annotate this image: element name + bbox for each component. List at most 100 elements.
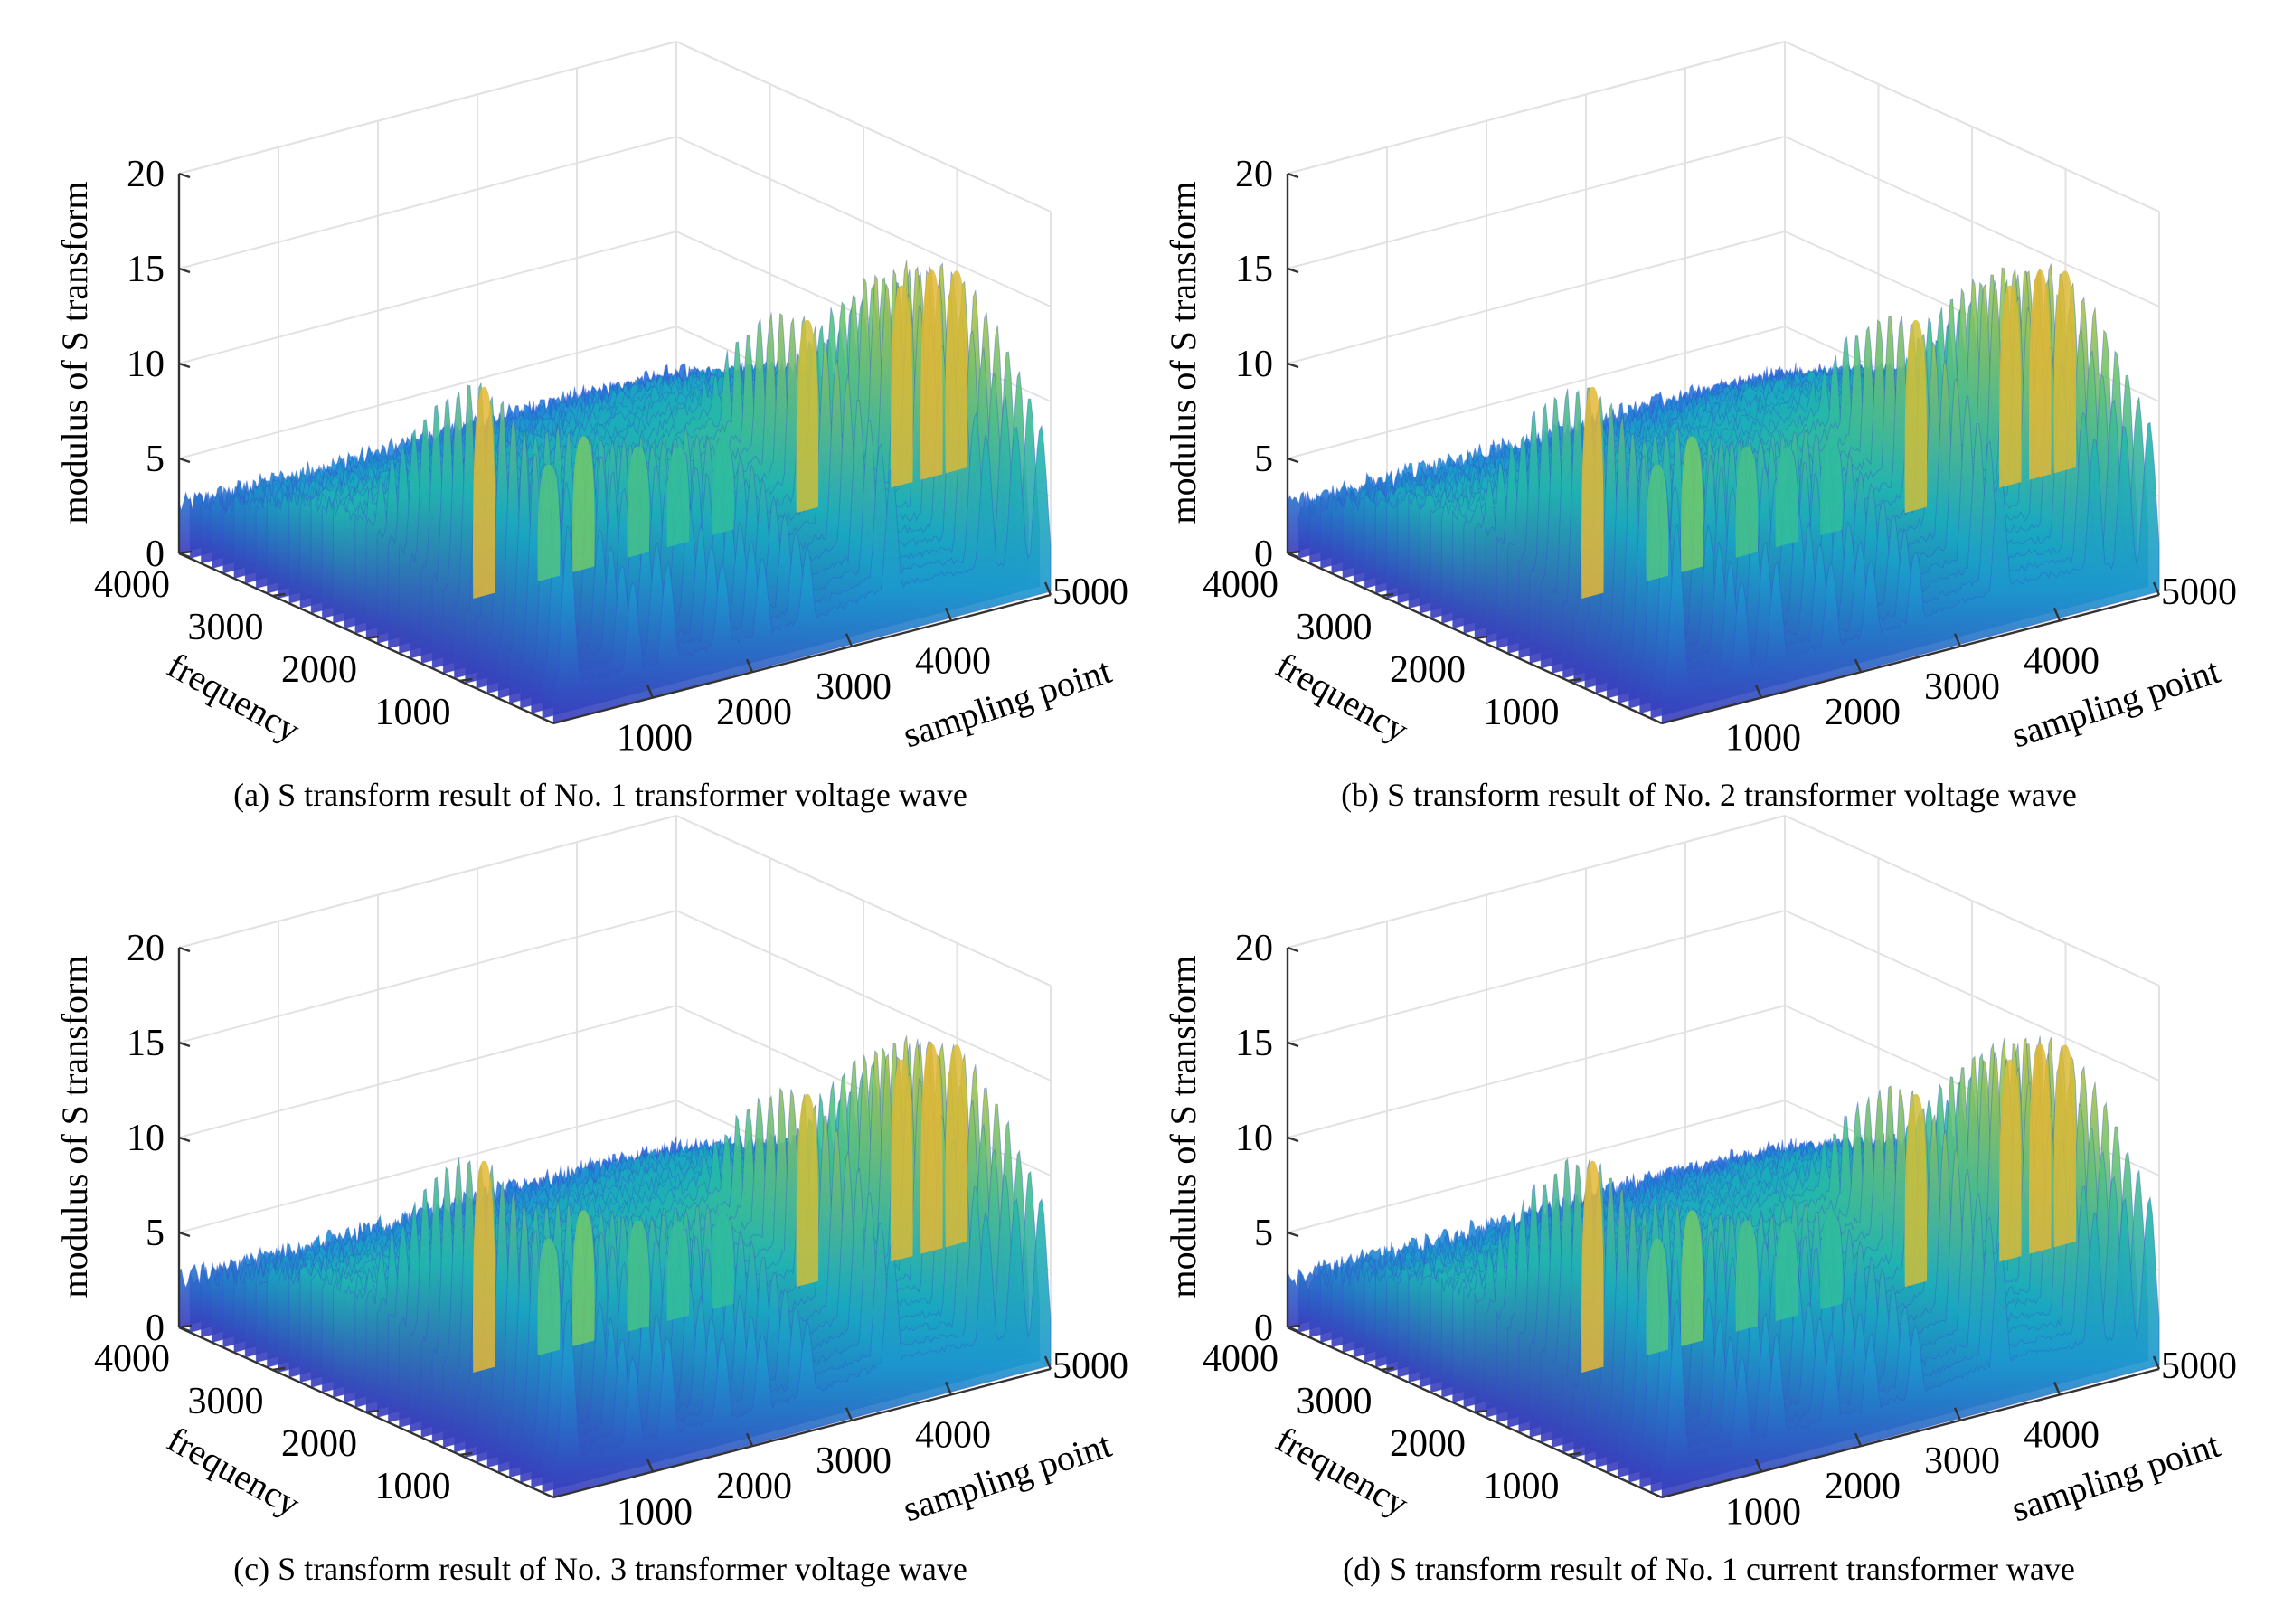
peak-4 — [666, 1221, 690, 1322]
x-tick — [1043, 581, 1052, 596]
axes: 0 5 10 15 20 4000 3000 2000 1000 1000 2000 3000 4000… — [1203, 928, 2237, 1534]
peak-4 — [666, 447, 690, 548]
z-tick — [178, 946, 191, 953]
peak-3 — [627, 446, 650, 558]
z-tick-label: 20 — [127, 928, 165, 969]
axes: 0 5 10 15 20 4000 3000 2000 1000 1000 2000 3000 4000… — [94, 154, 1128, 760]
peak-9 — [2053, 1044, 2077, 1248]
chart-panel-c: 0 5 10 15 20 4000 3000 2000 1000 1000 2000 3000 4000… — [54, 814, 1128, 1587]
z-axis-label: modulus of S transform — [1163, 182, 1203, 524]
z-tick — [1287, 362, 1299, 369]
z-axis-label: modulus of S transform — [1163, 956, 1203, 1298]
surface-strip — [552, 1197, 1052, 1498]
z-tick-label: 15 — [127, 1023, 165, 1064]
z-tick-label: 10 — [1235, 344, 1273, 385]
peaks — [473, 269, 968, 600]
peak-6 — [796, 1093, 819, 1288]
z-tick-label: 15 — [127, 249, 165, 290]
peak-7 — [1999, 1059, 2022, 1262]
chart-panel-d: 0 5 10 15 20 4000 3000 2000 1000 1000 2000 3000 4000… — [1163, 814, 2237, 1587]
peak-0 — [1581, 386, 1604, 600]
z-tick-label: 20 — [1235, 928, 1273, 969]
axes: 0 5 10 15 20 4000 3000 2000 1000 1000 2000 3000 4000… — [94, 928, 1128, 1534]
y-tick — [1287, 550, 1301, 555]
z-tick-label: 20 — [127, 154, 165, 195]
z-tick — [178, 1136, 191, 1143]
x-tick-label: 5000 — [1052, 571, 1128, 613]
z-tick-label: 10 — [127, 344, 165, 385]
x-tick — [2052, 607, 2062, 621]
z-tick — [1287, 457, 1299, 464]
surface-strip — [1661, 421, 2160, 724]
z-tick-label: 0 — [1254, 1308, 1273, 1349]
y-tick — [1381, 1366, 1394, 1372]
peak-9 — [945, 1044, 968, 1248]
x-tick-label: 4000 — [915, 640, 991, 682]
y-tick-label: 4000 — [94, 564, 170, 606]
grid-line-top — [1784, 41, 2160, 212]
peak-8 — [2029, 1043, 2052, 1254]
y-tick-label: 2000 — [281, 1423, 357, 1465]
x-tick-label: 2000 — [1825, 692, 1901, 733]
x-tick — [1953, 1407, 1962, 1421]
z-axis-label: modulus of S transform — [54, 182, 95, 524]
grid-line-top — [1287, 815, 1786, 949]
x-tick-label: 3000 — [816, 666, 892, 708]
z-tick — [1287, 1231, 1299, 1238]
peak-4 — [1775, 1221, 1798, 1322]
z-tick — [178, 267, 191, 274]
z-tick-label: 5 — [1254, 439, 1273, 480]
peak-3 — [627, 1220, 650, 1332]
peak-4 — [1775, 447, 1798, 548]
z-tick-label: 0 — [146, 1308, 165, 1349]
peak-0 — [473, 1160, 495, 1374]
peak-6 — [1904, 319, 1928, 514]
y-tick — [459, 1451, 473, 1457]
x-tick-label: 5000 — [2161, 571, 2237, 613]
z-tick — [178, 362, 191, 369]
y-tick — [178, 550, 193, 555]
z-tick-label: 5 — [146, 439, 165, 480]
z-tick — [178, 172, 191, 179]
x-tick-label: 4000 — [2024, 640, 2100, 682]
peak-7 — [891, 1059, 913, 1262]
z-tick-label: 15 — [1235, 249, 1273, 290]
peak-8 — [920, 1043, 943, 1254]
z-tick-label: 5 — [1254, 1213, 1273, 1254]
y-tick-label: 1000 — [1484, 1466, 1560, 1507]
y-tick-label: 3000 — [188, 607, 264, 648]
x-tick — [1043, 1355, 1052, 1370]
peaks — [473, 1043, 968, 1374]
y-tick-label: 3000 — [1297, 1381, 1373, 1422]
x-tick-label: 3000 — [1924, 1440, 2000, 1482]
grid-line-top — [675, 41, 1052, 212]
z-tick — [1287, 172, 1299, 179]
peak-1 — [537, 464, 561, 582]
z-tick — [178, 1041, 191, 1048]
grid-line-top — [178, 41, 677, 175]
peak-2 — [572, 1210, 595, 1346]
z-tick — [1287, 1041, 1299, 1048]
peak-2 — [1681, 436, 1703, 572]
y-tick-label: 2000 — [281, 649, 357, 691]
peak-5 — [712, 1213, 734, 1309]
x-tick — [1953, 633, 1962, 647]
y-tick — [1287, 1324, 1301, 1329]
y-tick-label: 3000 — [1297, 607, 1373, 648]
panel-caption: (c) S transform result of No. 3 transfor… — [233, 1551, 967, 1587]
y-tick — [1474, 635, 1488, 640]
y-tick-label: 2000 — [1390, 649, 1466, 691]
grid-line-z — [1287, 814, 2160, 987]
z-tick — [178, 457, 191, 464]
z-tick-label: 0 — [1254, 533, 1273, 575]
y-tick — [365, 1409, 380, 1414]
peak-8 — [2029, 269, 2052, 480]
y-tick-label: 4000 — [94, 1338, 170, 1380]
z-tick — [178, 1231, 191, 1238]
x-tick-label: 2000 — [1825, 1466, 1901, 1507]
x-tick — [944, 1381, 953, 1395]
axes: 0 5 10 15 20 4000 3000 2000 1000 1000 2000 3000 4000… — [1203, 154, 2237, 760]
y-tick — [459, 677, 473, 683]
x-axis-line — [1661, 1367, 2160, 1499]
